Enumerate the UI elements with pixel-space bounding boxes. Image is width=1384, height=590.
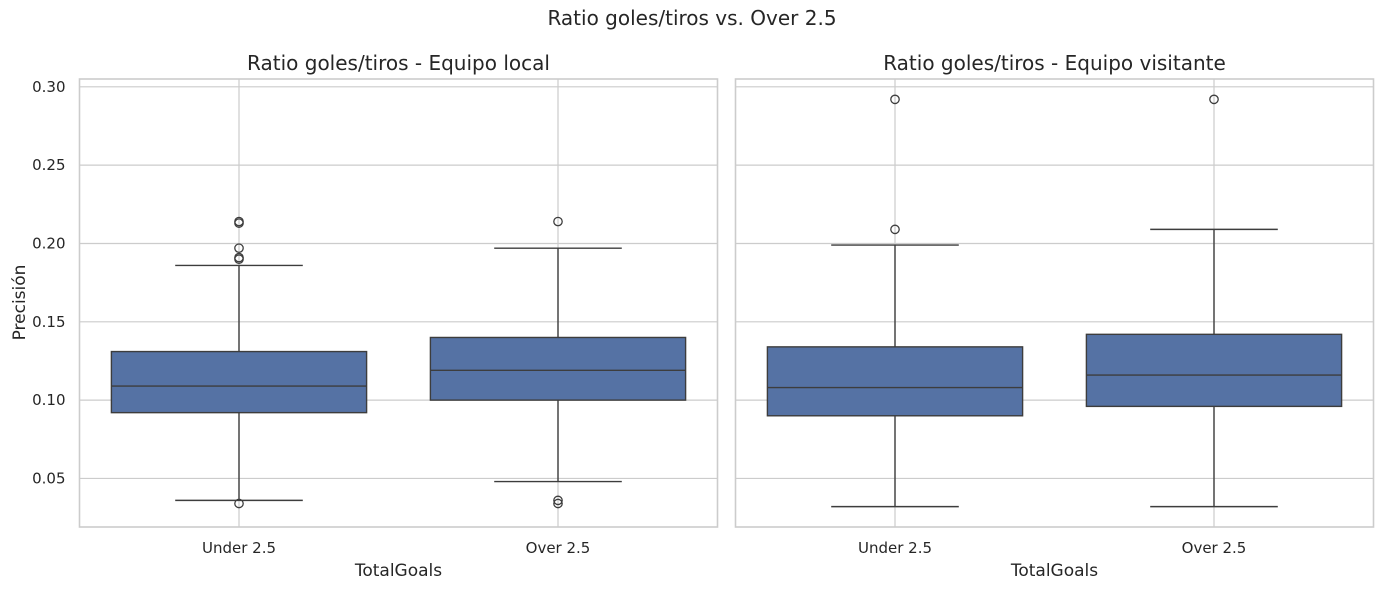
outlier-point (234, 243, 244, 254)
y-tick-label: 0.25 (32, 156, 65, 174)
y-tick-label: 0.10 (32, 391, 65, 409)
box-iqr (766, 346, 1024, 417)
y-axis-label: Precisión (10, 265, 30, 341)
outlier-point (1209, 94, 1219, 105)
x-tick-label: Over 2.5 (1182, 539, 1247, 557)
box-over-2-5 (429, 216, 687, 509)
box-iqr (110, 350, 368, 414)
outlier-point (553, 495, 563, 506)
x-axis-label: TotalGoals (1010, 561, 1098, 581)
outlier-point (234, 254, 244, 264)
box-under-2-5 (766, 94, 1024, 508)
panel-equipo-visitante: Ratio goles/tiros - Equipo visitante Tot… (734, 51, 1375, 581)
grid (735, 79, 1374, 527)
panel-title: Ratio goles/tiros - Equipo visitante (883, 51, 1226, 75)
box-under-2-5 (110, 216, 368, 509)
y-tick-label: 0.30 (32, 78, 65, 96)
plot-frame (78, 78, 719, 528)
outlier-point (234, 218, 244, 228)
outlier-point (234, 498, 244, 509)
outlier-point (890, 224, 900, 235)
outlier-point (553, 498, 563, 509)
plot-frame (734, 78, 1375, 528)
box-iqr (429, 336, 687, 401)
figure-suptitle: Ratio goles/tiros vs. Over 2.5 (547, 6, 836, 30)
x-tick-label: Under 2.5 (202, 539, 276, 557)
grid (79, 79, 718, 527)
y-tick-label: 0.20 (32, 234, 65, 252)
x-tick-label: Over 2.5 (526, 539, 591, 557)
box-iqr (1085, 333, 1343, 408)
x-tick-label: Under 2.5 (858, 539, 932, 557)
y-tick-label: 0.15 (32, 313, 65, 331)
y-tick-label: 0.05 (32, 469, 65, 487)
box-over-2-5 (1085, 94, 1343, 508)
outlier-point (553, 216, 563, 227)
panel-title: Ratio goles/tiros - Equipo local (247, 51, 550, 75)
x-axis-label: TotalGoals (354, 561, 442, 581)
outlier-point (890, 94, 900, 105)
panel-equipo-local: Ratio goles/tiros - Equipo local Precisi… (10, 51, 719, 581)
